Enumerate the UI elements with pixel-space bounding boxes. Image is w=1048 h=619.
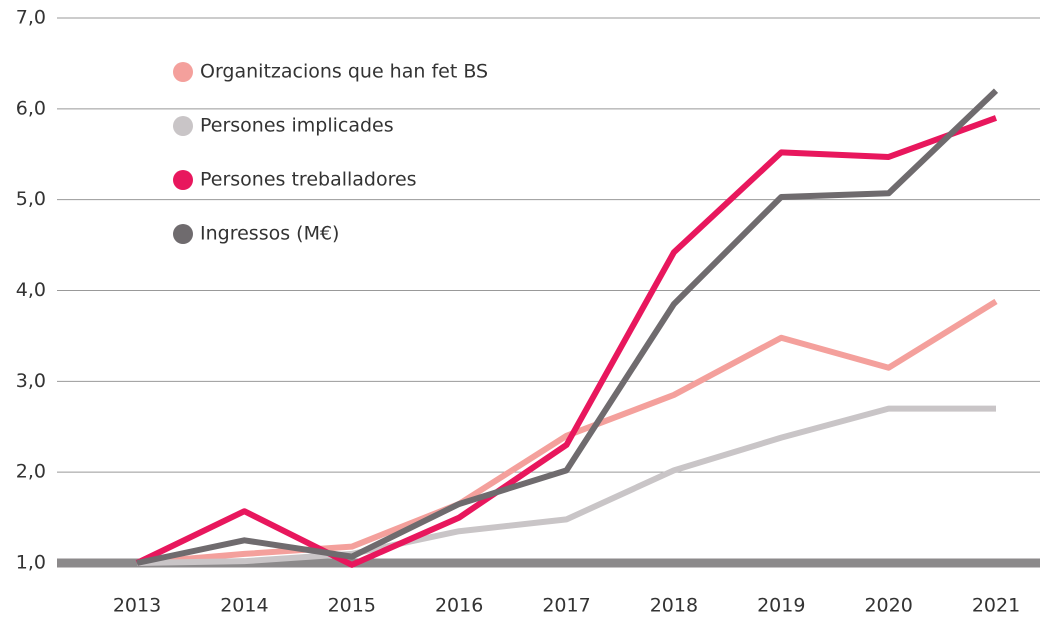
x-tick-label: 2016 xyxy=(435,595,483,617)
x-tick-label: 2014 xyxy=(220,595,268,617)
series-line xyxy=(136,298,998,566)
x-tick-label: 2013 xyxy=(113,595,161,617)
x-tick-label: 2020 xyxy=(864,595,912,617)
legend-marker xyxy=(173,116,193,136)
y-tick-label: 5,0 xyxy=(16,188,46,210)
y-tick-label: 6,0 xyxy=(16,97,46,119)
y-tick-label: 3,0 xyxy=(16,370,46,392)
series-line xyxy=(136,88,999,566)
y-tick-label: 7,0 xyxy=(16,7,46,29)
x-tick-label: 2021 xyxy=(972,595,1020,617)
legend-marker xyxy=(173,62,193,82)
y-tick-label: 1,0 xyxy=(16,552,46,574)
y-tick-label: 2,0 xyxy=(16,461,46,483)
legend-marker xyxy=(173,170,193,190)
y-tick-label: 4,0 xyxy=(16,279,46,301)
legend-label: Ingressos (M€) xyxy=(200,223,339,245)
x-tick-label: 2015 xyxy=(328,595,376,617)
x-tick-label: 2019 xyxy=(757,595,805,617)
legend-marker xyxy=(173,224,193,244)
legend-label: Organitzacions que han fet BS xyxy=(200,61,488,83)
x-tick-label: 2018 xyxy=(650,595,698,617)
legend-label: Persones implicades xyxy=(200,115,394,137)
legend-label: Persones treballadores xyxy=(200,169,417,191)
series-line xyxy=(136,405,996,566)
x-tick-label: 2017 xyxy=(542,595,590,617)
series-line xyxy=(135,115,998,568)
